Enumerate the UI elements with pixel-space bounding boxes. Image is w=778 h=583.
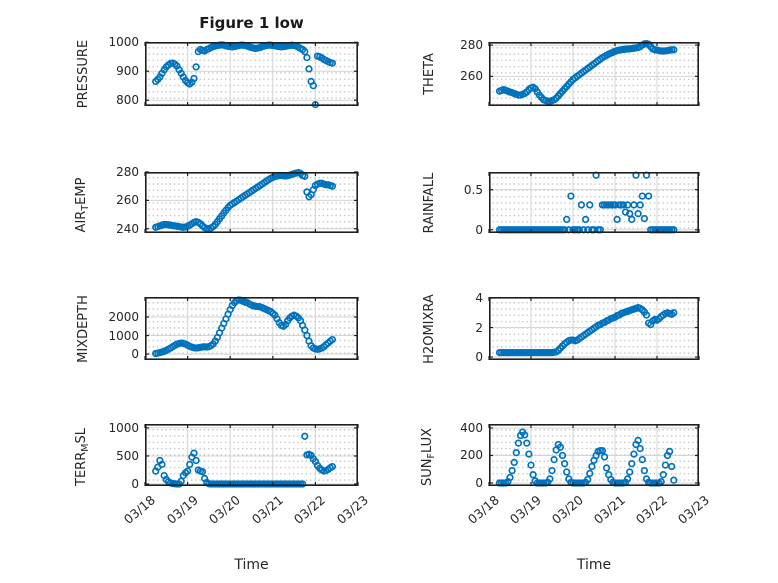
x-tick-label: 03/18: [464, 492, 502, 527]
y-tick-label-terr_msl: 500: [116, 448, 139, 463]
scatter-series-mixdepth: [152, 296, 337, 358]
y-tick-label-pressure: 800: [116, 93, 139, 108]
x-tick-label: 03/20: [205, 492, 244, 527]
y-tick-label-h2omixra: 4: [475, 291, 483, 306]
plot-area-mixdepth: [144, 296, 359, 361]
scatter-series-air_temp: [152, 169, 337, 233]
y-tick-label-h2omixra: 0: [475, 350, 483, 365]
x-axis-title-left: Time: [234, 557, 269, 573]
scatter-series-terr_msl: [152, 432, 337, 488]
x-axis-title-right: Time: [576, 557, 612, 573]
subplot-terr_msl: [144, 424, 359, 488]
subplot-air_temp: [144, 169, 359, 234]
y-axis-label-sun_flux: SUNFLUX: [420, 428, 437, 486]
scatter-series-h2omixra: [495, 303, 678, 357]
plot-area-pressure: [144, 41, 359, 109]
y-tick-label-terr_msl: 1000: [108, 420, 139, 435]
x-tick-label: 03/23: [333, 492, 371, 527]
plot-area-theta: [488, 39, 700, 107]
figure-title: Figure 1 low: [199, 14, 304, 32]
y-tick-label-sun_flux: 400: [460, 420, 483, 435]
y-tick-label-air_temp: 240: [116, 221, 139, 236]
x-tick-label: 03/21: [248, 492, 286, 527]
subplot-sun_flux: [488, 424, 700, 487]
y-tick-label-theta: 260: [460, 69, 483, 84]
y-tick-label-mixdepth: 2000: [108, 310, 139, 324]
x-tick-label: 03/20: [548, 492, 586, 527]
plot-area-h2omixra: [488, 297, 700, 361]
x-tick-label: 03/22: [632, 492, 670, 527]
subplot-pressure: [144, 41, 359, 109]
y-tick-label-mixdepth: 0: [131, 347, 139, 362]
x-tick-label: 03/23: [674, 492, 712, 527]
subplot-h2omixra: [488, 297, 700, 361]
y-tick-label-air_temp: 260: [116, 193, 139, 208]
y-tick-label-pressure: 1000: [108, 35, 139, 50]
plot-area-air_temp: [144, 169, 359, 234]
plot-area-sun_flux: [488, 424, 700, 487]
y-axis-label-terr_msl: TERRMSL: [74, 428, 91, 486]
y-tick-label-sun_flux: 200: [460, 448, 483, 463]
x-tick-label: 03/18: [120, 492, 158, 527]
subplot-mixdepth: [144, 296, 359, 361]
scatter-series-pressure: [152, 41, 337, 109]
subplot-theta: [488, 39, 700, 107]
plot-area-rainfall: [488, 171, 700, 234]
y-tick-label-pressure: 900: [116, 64, 139, 79]
scatter-series-rainfall: [495, 171, 678, 234]
y-tick-label-rainfall: 0.5: [463, 182, 483, 197]
y-tick-label-rainfall: 0: [475, 222, 483, 237]
y-tick-label-mixdepth: 1000: [108, 328, 139, 343]
scatter-series-sun_flux: [495, 428, 678, 487]
y-tick-label-air_temp: 280: [116, 165, 139, 179]
y-tick-label-h2omixra: 2: [475, 320, 483, 335]
x-tick-label: 03/19: [506, 492, 544, 527]
y-tick-label-theta: 280: [460, 38, 483, 53]
x-tick-label: 03/19: [163, 492, 201, 527]
x-tick-label: 03/22: [291, 492, 329, 527]
x-tick-label: 03/21: [590, 492, 628, 527]
plot-area-terr_msl: [144, 424, 359, 488]
scatter-series-theta: [495, 39, 678, 105]
subplot-rainfall: [488, 171, 700, 234]
y-tick-label-sun_flux: 0: [475, 475, 483, 490]
y-tick-label-terr_msl: 0: [131, 477, 139, 492]
